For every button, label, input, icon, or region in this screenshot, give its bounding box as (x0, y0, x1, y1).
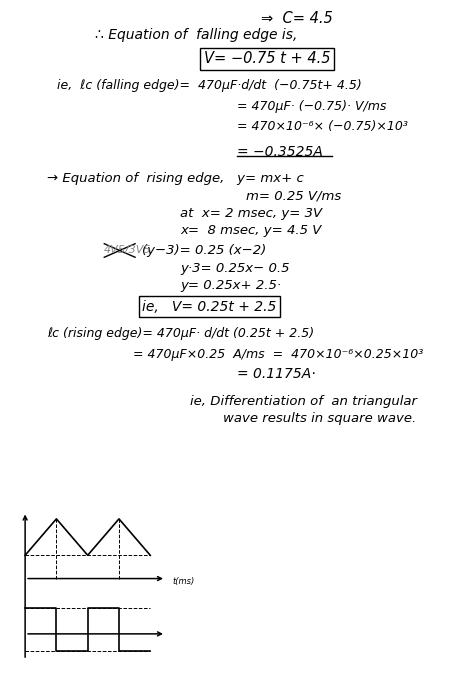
Text: at  x= 2 msec, y= 3V: at x= 2 msec, y= 3V (180, 207, 322, 221)
Text: ie,   V= 0.25t + 2.5: ie, V= 0.25t + 2.5 (142, 300, 276, 313)
Text: = −0.3525A: = −0.3525A (237, 145, 323, 158)
Text: ℓc (rising edge)= 470μF· d/dt (0.25t + 2.5): ℓc (rising edge)= 470μF· d/dt (0.25t + 2… (47, 327, 315, 341)
Text: = 470μF×0.25  A/ms  =  470×10⁻⁶×0.25×10³: = 470μF×0.25 A/ms = 470×10⁻⁶×0.25×10³ (133, 347, 423, 361)
Text: wave results in square wave.: wave results in square wave. (223, 412, 416, 425)
Text: y·3= 0.25x− 0.5: y·3= 0.25x− 0.5 (180, 261, 290, 275)
Text: (y−3)= 0.25 (x−2): (y−3)= 0.25 (x−2) (142, 244, 266, 257)
Text: x=  8 msec, y= 4.5 V: x= 8 msec, y= 4.5 V (180, 224, 321, 238)
Text: = 470×10⁻⁶× (−0.75)×10³: = 470×10⁻⁶× (−0.75)×10³ (237, 120, 408, 133)
Text: ⇒  C= 4.5: ⇒ C= 4.5 (261, 12, 332, 26)
Text: V= −0.75 t + 4.5: V= −0.75 t + 4.5 (204, 51, 330, 66)
Text: t(ms): t(ms) (172, 577, 194, 586)
Text: m= 0.25 V/ms: m= 0.25 V/ms (246, 190, 342, 203)
Text: ie,  ℓc (falling edge)=  470μF·d/dt  (−0.75t+ 4.5): ie, ℓc (falling edge)= 470μF·d/dt (−0.75… (57, 79, 362, 92)
Text: ∴ Equation of  falling edge is,: ∴ Equation of falling edge is, (95, 28, 297, 42)
Text: = 470μF· (−0.75)· V/ms: = 470μF· (−0.75)· V/ms (237, 100, 386, 113)
Text: 4V5/3V5: 4V5/3V5 (104, 246, 152, 255)
Text: ie, Differentiation of  an triangular: ie, Differentiation of an triangular (190, 395, 417, 408)
Text: = 0.1175A·: = 0.1175A· (237, 368, 316, 381)
Text: → Equation of  rising edge,   y= mx+ c: → Equation of rising edge, y= mx+ c (47, 171, 304, 185)
Text: y= 0.25x+ 2.5·: y= 0.25x+ 2.5· (180, 278, 281, 292)
